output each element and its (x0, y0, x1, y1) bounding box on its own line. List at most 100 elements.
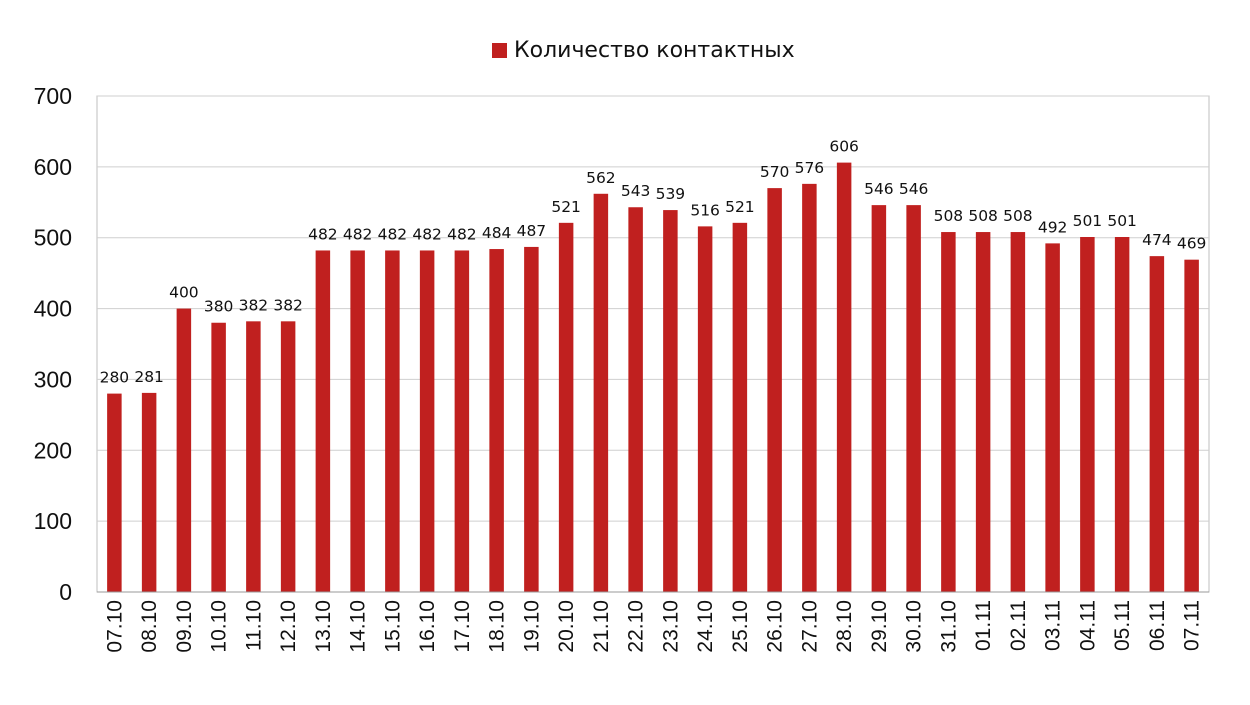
bar (454, 250, 470, 592)
legend-label: Количество контактных (514, 38, 795, 63)
legend: Количество контактных (492, 38, 795, 63)
data-label: 570 (760, 163, 790, 181)
data-label: 482 (412, 225, 442, 243)
x-tick-label: 08.10 (138, 600, 161, 653)
data-label: 501 (1073, 212, 1103, 230)
bar (385, 250, 400, 592)
y-tick-label: 200 (34, 437, 72, 463)
bar (315, 250, 331, 592)
bar (697, 226, 713, 592)
x-tick-label: 28.10 (833, 600, 856, 653)
data-label: 487 (517, 222, 547, 240)
bar (1010, 232, 1026, 592)
x-tick-label: 17.10 (451, 600, 474, 653)
bar (141, 392, 157, 592)
bar (593, 193, 609, 593)
x-tick-label: 04.11 (1076, 600, 1099, 651)
bar (628, 207, 643, 592)
x-tick-label: 07.10 (103, 600, 126, 653)
data-label: 382 (273, 296, 303, 314)
y-tick-label: 300 (34, 366, 72, 392)
data-label: 508 (934, 207, 964, 225)
data-label: 380 (204, 298, 234, 316)
x-tick-label: 07.11 (1181, 600, 1204, 651)
y-tick-label: 100 (34, 508, 72, 534)
data-label: 482 (343, 225, 373, 243)
bar (280, 321, 296, 592)
legend-swatch (492, 43, 507, 58)
y-tick-label: 500 (34, 225, 72, 251)
x-tick-label: 15.10 (381, 600, 404, 653)
data-label: 501 (1107, 212, 1137, 230)
data-label: 474 (1142, 231, 1172, 249)
data-label: 400 (169, 284, 199, 302)
bar (489, 249, 504, 592)
x-tick-label: 31.10 (937, 600, 960, 653)
data-label: 482 (447, 225, 477, 243)
x-tick-label: 02.11 (1007, 600, 1030, 651)
data-label: 543 (621, 182, 651, 200)
data-label: 546 (864, 180, 894, 198)
bar (802, 183, 817, 592)
bar (350, 250, 365, 592)
y-tick-label: 0 (59, 579, 72, 605)
data-label: 508 (1003, 207, 1033, 225)
data-label: 539 (656, 185, 686, 203)
x-tick-label: 24.10 (694, 600, 717, 653)
x-tick-label: 10.10 (208, 600, 231, 653)
bar (1184, 259, 1199, 592)
bar (211, 322, 226, 592)
data-label: 482 (378, 225, 408, 243)
bar (975, 232, 991, 592)
data-label: 521 (725, 198, 755, 216)
bar (1149, 256, 1165, 592)
bar (732, 222, 748, 592)
data-label: 516 (690, 201, 720, 219)
data-label: 508 (968, 207, 998, 225)
plot-area-border (96, 95, 1210, 593)
bar (767, 188, 782, 592)
x-tick-label: 05.11 (1111, 600, 1134, 651)
bar (1114, 237, 1130, 592)
bar (663, 210, 678, 592)
bar (1045, 243, 1060, 592)
bar (1080, 237, 1095, 592)
y-tick-label: 600 (34, 154, 72, 180)
x-tick-label: 21.10 (590, 600, 613, 653)
x-tick-label: 30.10 (903, 600, 926, 653)
x-tick-label: 18.10 (486, 600, 509, 653)
bar (419, 250, 435, 592)
x-tick-label: 22.10 (625, 600, 648, 653)
x-tick-label: 25.10 (729, 600, 752, 653)
bar (941, 232, 956, 592)
x-tick-label: 13.10 (312, 600, 335, 653)
bar (524, 246, 539, 592)
data-label: 281 (134, 368, 164, 386)
x-tick-label: 03.11 (1042, 600, 1065, 651)
bar (836, 162, 852, 592)
x-tick-label: 29.10 (868, 600, 891, 653)
data-label: 484 (482, 224, 512, 242)
bar (176, 308, 192, 592)
x-tick-label: 27.10 (798, 600, 821, 653)
y-axis-ticks: 0 100 200 300 400 500 600 700 (34, 83, 72, 605)
data-label: 562 (586, 169, 616, 187)
data-label: 492 (1038, 218, 1068, 236)
bar (558, 222, 574, 592)
x-tick-label: 20.10 (555, 600, 578, 653)
x-axis-ticks: 07.10 08.10 09.10 10.10 11.10 12.10 13.10 14.10… (103, 600, 1203, 653)
x-tick-label: 11.10 (242, 600, 265, 651)
x-tick-label: 12.10 (277, 600, 300, 653)
x-tick-label: 06.11 (1146, 600, 1169, 651)
data-label: 482 (308, 225, 338, 243)
data-label: 576 (795, 159, 825, 177)
data-label: 521 (551, 198, 581, 216)
bar (871, 205, 887, 592)
data-label: 280 (100, 369, 130, 387)
y-tick-label: 700 (34, 83, 72, 109)
bars (107, 162, 1199, 593)
x-tick-label: 26.10 (764, 600, 787, 653)
x-tick-label: 16.10 (416, 600, 439, 653)
bar (107, 393, 122, 592)
x-tick-label: 23.10 (659, 600, 682, 653)
